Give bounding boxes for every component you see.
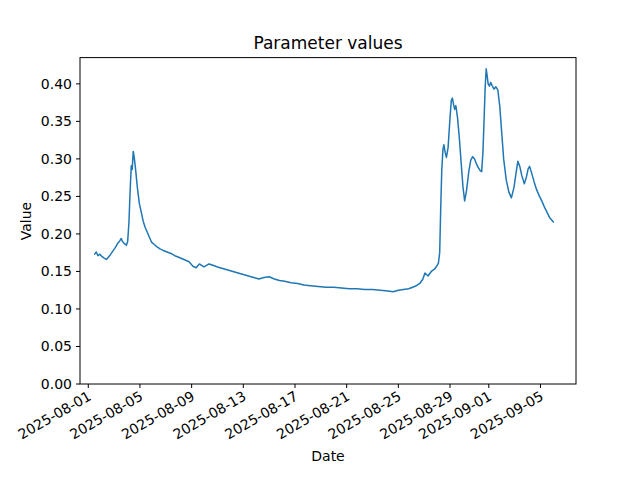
axes-spines bbox=[80, 58, 576, 384]
x-axis-label: Date bbox=[311, 448, 344, 464]
y-tick-label: 0.00 bbox=[41, 376, 72, 392]
data-line-parameter-value bbox=[95, 69, 554, 292]
y-tick-label: 0.05 bbox=[41, 338, 72, 354]
y-tick-label: 0.40 bbox=[41, 76, 72, 92]
y-tick-label: 0.30 bbox=[41, 151, 72, 167]
y-tick-label: 0.10 bbox=[41, 301, 72, 317]
chart-canvas: 2025-08-012025-08-052025-08-092025-08-13… bbox=[0, 0, 640, 480]
chart-figure: 2025-08-012025-08-052025-08-092025-08-13… bbox=[0, 0, 640, 480]
plot-area: 2025-08-012025-08-052025-08-092025-08-13… bbox=[15, 58, 576, 443]
y-tick-label: 0.25 bbox=[41, 188, 72, 204]
chart-title: Parameter values bbox=[253, 33, 402, 53]
y-axis-label: Value bbox=[18, 202, 34, 240]
y-tick-label: 0.35 bbox=[41, 113, 72, 129]
y-tick-label: 0.20 bbox=[41, 226, 72, 242]
y-tick-label: 0.15 bbox=[41, 263, 72, 279]
